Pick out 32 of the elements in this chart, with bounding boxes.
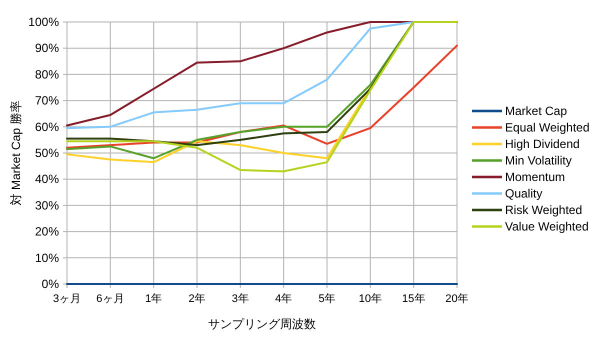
x-tick-label: 1年	[145, 293, 162, 305]
y-tick-label: 20%	[34, 224, 60, 239]
legend-label: Market Cap	[505, 104, 568, 118]
y-tick-label: 30%	[34, 198, 60, 212]
y-tick-label: 90%	[34, 41, 60, 56]
y-tick-label: 10%	[34, 250, 60, 265]
legend-label: Momentum	[505, 170, 566, 184]
y-tick-label: 100%	[28, 15, 60, 29]
y-tick-label: 50%	[34, 146, 60, 160]
x-axis-title: サンプリング周波数	[208, 317, 316, 331]
y-tick-label: 40%	[34, 172, 60, 186]
x-tick-label: 4年	[275, 293, 292, 305]
x-tick-label: 5年	[318, 293, 336, 305]
x-tick-label: 10年	[358, 293, 382, 305]
x-tick-label: 3年	[232, 293, 249, 305]
x-tick-label: 15年	[402, 293, 426, 305]
y-axis-title: 対 Market Cap 勝率	[9, 100, 23, 206]
y-tick-label: 60%	[34, 120, 60, 134]
x-tick-label: 6ヶ月	[96, 293, 124, 305]
line-series	[66, 44, 458, 149]
legend-label: Value Weighted	[505, 220, 589, 234]
y-tick-label: 0%	[42, 277, 60, 291]
legend-label: Equal Weighted	[505, 120, 590, 134]
legend-label: Risk Weighted	[505, 203, 582, 217]
legend-label: Min Volatility	[505, 154, 572, 168]
x-tick-label: 20年	[445, 293, 469, 305]
y-tick-label: 70%	[34, 94, 60, 108]
legend-label: Quality	[505, 186, 542, 200]
x-tick-label: 2年	[188, 293, 206, 305]
y-tick-label: 80%	[34, 67, 60, 82]
x-tick-label: 3ヶ月	[52, 293, 82, 305]
legend-label: High Dividend	[505, 137, 580, 151]
